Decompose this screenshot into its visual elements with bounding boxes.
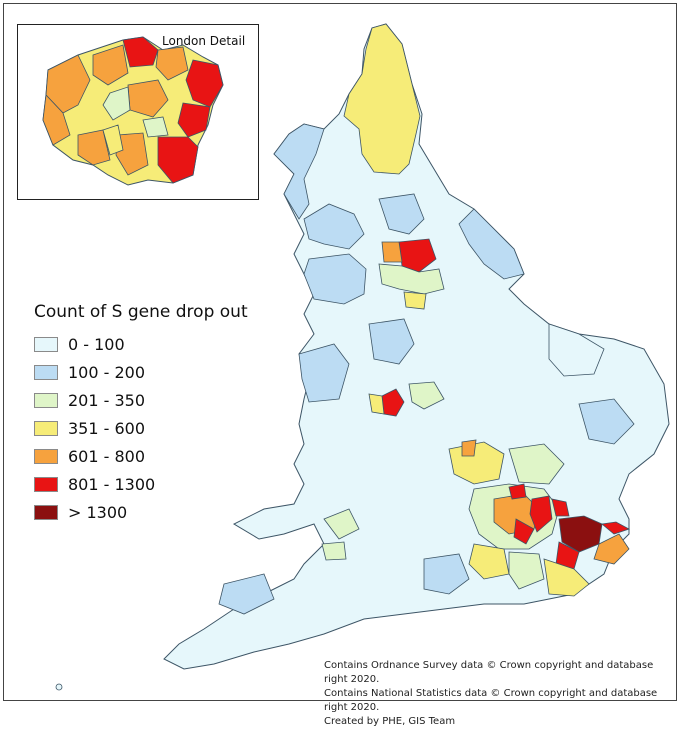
region-north-blue xyxy=(378,193,425,235)
region-kent-orange xyxy=(593,533,630,565)
region-london-south xyxy=(513,518,535,545)
region-surrey-yellow xyxy=(468,543,510,580)
london-west-orange-2 xyxy=(42,94,71,146)
region-kent-yellow xyxy=(543,558,590,597)
region-birmingham-west xyxy=(368,393,385,415)
legend-item-601-800: 601 - 800 xyxy=(34,442,248,470)
region-suffolk xyxy=(578,398,635,445)
region-cumbria xyxy=(273,123,325,220)
region-bristol-green xyxy=(321,541,347,561)
region-bedford-orange xyxy=(461,439,477,457)
legend-swatch xyxy=(34,448,58,464)
london-north-red xyxy=(122,36,159,68)
legend-swatch xyxy=(34,476,58,492)
region-sheffield xyxy=(403,291,427,310)
inset-title: London Detail xyxy=(162,34,246,48)
legend-label: 0 - 100 xyxy=(68,334,125,354)
credit-ordnance-survey: Contains Ordnance Survey data © Crown co… xyxy=(324,660,654,685)
isles-of-scilly xyxy=(55,683,63,691)
legend-item-100-200: 100 - 200 xyxy=(34,358,248,386)
region-hants-blue xyxy=(423,553,470,595)
region-southwest-green xyxy=(323,508,360,540)
london-southeast-red xyxy=(157,136,199,184)
legend-swatch xyxy=(34,420,58,436)
region-cheshire xyxy=(298,343,350,403)
legend-label: 801 - 1300 xyxy=(68,474,156,494)
region-london-north xyxy=(508,483,527,500)
region-midlands-green xyxy=(408,381,445,410)
london-inset: London Detail xyxy=(17,24,259,200)
legend: Count of S gene drop out 0 - 100 100 - 2… xyxy=(34,302,248,526)
region-kent-red-east xyxy=(601,521,631,535)
credit-national-statistics: Contains National Statistics data © Crow… xyxy=(324,688,658,713)
region-london-east xyxy=(529,495,553,533)
region-midlands-blue xyxy=(368,318,415,365)
region-norfolk xyxy=(548,323,605,377)
legend-swatch xyxy=(34,504,58,520)
legend-label: 351 - 600 xyxy=(68,418,146,438)
credits: Contains Ordnance Survey data © Crown co… xyxy=(324,659,676,729)
region-lancashire xyxy=(303,253,367,305)
legend-item-201-350: 201 - 350 xyxy=(34,386,248,414)
legend-item-351-600: 351 - 600 xyxy=(34,414,248,442)
london-south-green xyxy=(142,116,169,138)
legend-swatch xyxy=(34,364,58,380)
london-center-green xyxy=(102,86,131,121)
legend-title: Count of S gene drop out xyxy=(34,302,248,322)
map-frame: London Detail Count of S gene drop out 0… xyxy=(3,3,677,727)
legend-label: 100 - 200 xyxy=(68,362,146,382)
region-southwest-blue xyxy=(218,573,275,615)
legend-swatch xyxy=(34,336,58,352)
legend-item-801-1300: 801 - 1300 xyxy=(34,470,248,498)
region-northumberland xyxy=(343,23,421,175)
london-northeast-orange xyxy=(155,46,189,81)
london-sw-yellow xyxy=(102,124,124,156)
legend-label: > 1300 xyxy=(68,502,128,522)
london-east-red-2 xyxy=(177,102,211,138)
region-sussex-green xyxy=(508,551,545,590)
legend-label: 201 - 350 xyxy=(68,390,146,410)
london-north-orange xyxy=(92,44,129,86)
legend-item-0-100: 0 - 100 xyxy=(34,330,248,358)
region-bradford xyxy=(381,241,403,263)
region-essex-red xyxy=(551,498,570,517)
region-northwest-blue xyxy=(303,203,365,250)
region-yorks-green xyxy=(378,263,445,295)
credit-created-by: Created by PHE, GIS Team xyxy=(324,716,456,727)
legend-label: 601 - 800 xyxy=(68,446,146,466)
england-map xyxy=(55,23,670,691)
legend-swatch xyxy=(34,392,58,408)
london-southwest-orange xyxy=(77,129,111,166)
london-inset-map xyxy=(42,36,224,186)
legend-item-over-1300: > 1300 xyxy=(34,498,248,526)
region-essex-north xyxy=(508,443,565,485)
region-yorkshire-east xyxy=(458,208,525,280)
